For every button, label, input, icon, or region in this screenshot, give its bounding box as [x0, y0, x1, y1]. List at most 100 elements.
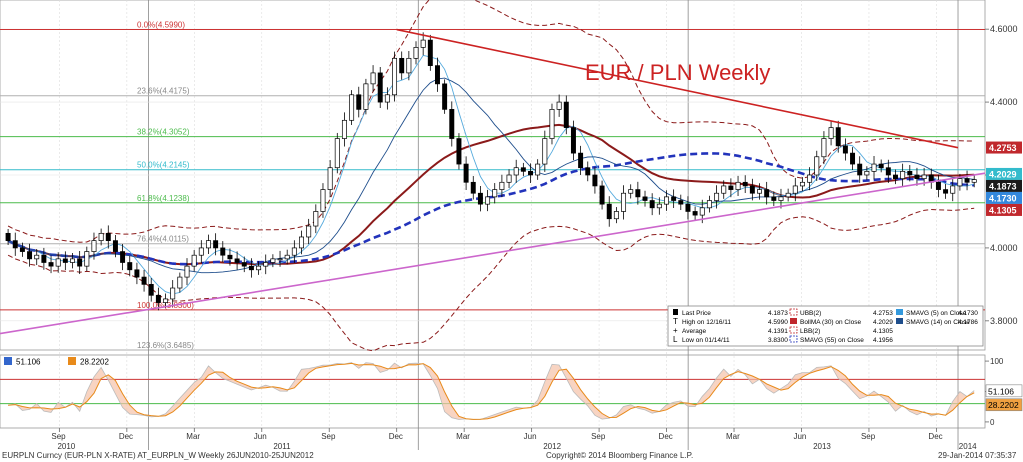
fib-level-label: 50.0%(4.2145): [137, 161, 190, 170]
candle-body: [528, 171, 533, 176]
candle-body: [213, 240, 219, 249]
candle-body: [127, 262, 133, 271]
time-axis-month-label: Mar: [726, 432, 740, 441]
oscillator-fast-line: [8, 362, 975, 421]
legend-box: [667, 305, 984, 347]
legend-item-label: Last Price: [682, 310, 711, 317]
candle-body: [535, 163, 541, 176]
price-value-box: [986, 179, 1022, 192]
candle-body: [757, 189, 762, 194]
price-value-box: [986, 203, 1022, 216]
candle-body: [427, 39, 433, 66]
price-value-box: [986, 167, 1022, 180]
price-value-box-label: 4.2753: [989, 143, 1017, 153]
candle-body: [950, 185, 956, 194]
candle-body: [363, 83, 369, 110]
time-axis: Sep Dec Mar Jun Sep Dec Mar Jun Sep Dec Mar Jun Sep D…: [51, 428, 977, 451]
time-axis-month-label: Jun: [254, 432, 267, 441]
candle-body: [520, 167, 526, 172]
candle-body: [177, 276, 183, 289]
legend-item-label: Average: [682, 328, 706, 335]
legend-item-label: SMAVG (14) on Close: [906, 319, 970, 326]
legend-item-label: UBB(2): [800, 310, 821, 317]
candle-body: [470, 181, 476, 194]
candle-body: [885, 167, 891, 176]
candle-body: [306, 225, 312, 238]
candle-body: [821, 138, 827, 158]
candle-body: [828, 127, 834, 139]
candle-body: [613, 211, 619, 220]
price-value-box-label: 4.1305: [989, 205, 1017, 215]
trendline-resistance: [396, 28, 959, 149]
candle-body: [205, 240, 211, 249]
candle-body: [399, 57, 405, 74]
candle-body: [442, 83, 448, 110]
time-axis-month-label: Sep: [591, 432, 606, 441]
price-axis-tick-label: 3.8000: [990, 316, 1018, 326]
candle-body: [356, 94, 362, 110]
candle-body: [513, 167, 519, 176]
legend-symbol-dashed: [789, 335, 798, 343]
candle-body: [563, 101, 569, 128]
price-axis-tick-label: 4.4000: [990, 97, 1018, 107]
candle-body: [664, 196, 669, 205]
time-axis-month-label: Jun: [793, 432, 806, 441]
price-axis-tick-label: 4.0000: [990, 243, 1018, 253]
candle-body: [334, 138, 340, 169]
legend-item-label: SMAVG (5) on Close: [906, 310, 967, 317]
candle-body: [370, 72, 376, 85]
candle-body: [463, 163, 469, 183]
candle-body: [27, 251, 33, 260]
legend-item-value: 4.1305: [873, 328, 893, 335]
candle-body: [141, 276, 147, 285]
candle-body: [284, 254, 290, 260]
candle-body: [291, 247, 297, 256]
candle-body: [656, 203, 662, 209]
candle-body: [220, 247, 226, 256]
legend-item-value: 4.5990: [768, 319, 788, 326]
oscillator-header-swatch: [68, 357, 76, 365]
smavg55-line: [7, 152, 975, 266]
candle-body: [105, 232, 111, 241]
trendlines: [0, 28, 986, 335]
legend-item-value: 4.2029: [873, 319, 893, 326]
time-axis-month-label: Sep: [321, 432, 336, 441]
price-value-box-label: 4.1730: [989, 193, 1017, 203]
price-value-box: [986, 191, 1022, 204]
legend-symbol-glyph: T: [673, 317, 678, 326]
candle-body: [477, 192, 483, 205]
legend-item-value: 4.2753: [873, 310, 893, 317]
oscillator-axis-tick-label: 100: [990, 357, 1004, 366]
time-axis-month-label: Dec: [659, 432, 673, 441]
candle-body: [191, 254, 197, 267]
candle-body: [649, 200, 655, 209]
candle-body: [678, 200, 684, 205]
oscillator-axis-tick-label: 0: [990, 418, 995, 427]
candle-body: [542, 138, 548, 165]
smavg5-line: [7, 54, 975, 295]
candle-body: [77, 258, 83, 267]
legend-item-value: 4.1786: [958, 319, 978, 326]
legend-symbol-solid: [896, 309, 903, 315]
oscillator-slow-line: [8, 362, 975, 420]
footer-copyright-text: Copyright© 2014 Bloomberg Finance L.P.: [546, 451, 693, 460]
candle-body: [957, 178, 963, 187]
candle-body: [392, 57, 398, 96]
time-axis-month-label: Mar: [456, 432, 470, 441]
legend-item-label: BollMA (30) on Close: [800, 319, 861, 326]
candle-body: [692, 211, 698, 216]
candle-body: [792, 185, 798, 194]
candle-body: [155, 294, 161, 303]
candle-body: [714, 192, 720, 201]
legend-item-value: 4.1730: [958, 310, 978, 317]
time-axis-year-label: 2013: [813, 442, 831, 451]
candle-body: [864, 171, 870, 176]
candle-body: [671, 196, 677, 201]
price-axis-value-labels: 4.2753 4.2029 4.1873 4.1730 4.1305: [986, 141, 1022, 216]
candle-body: [234, 258, 240, 263]
candle-body: [449, 109, 455, 139]
time-axis-year-label: 2014: [959, 442, 977, 451]
candle-body: [241, 262, 247, 267]
candle-body: [706, 200, 712, 209]
candle-body: [120, 251, 126, 263]
